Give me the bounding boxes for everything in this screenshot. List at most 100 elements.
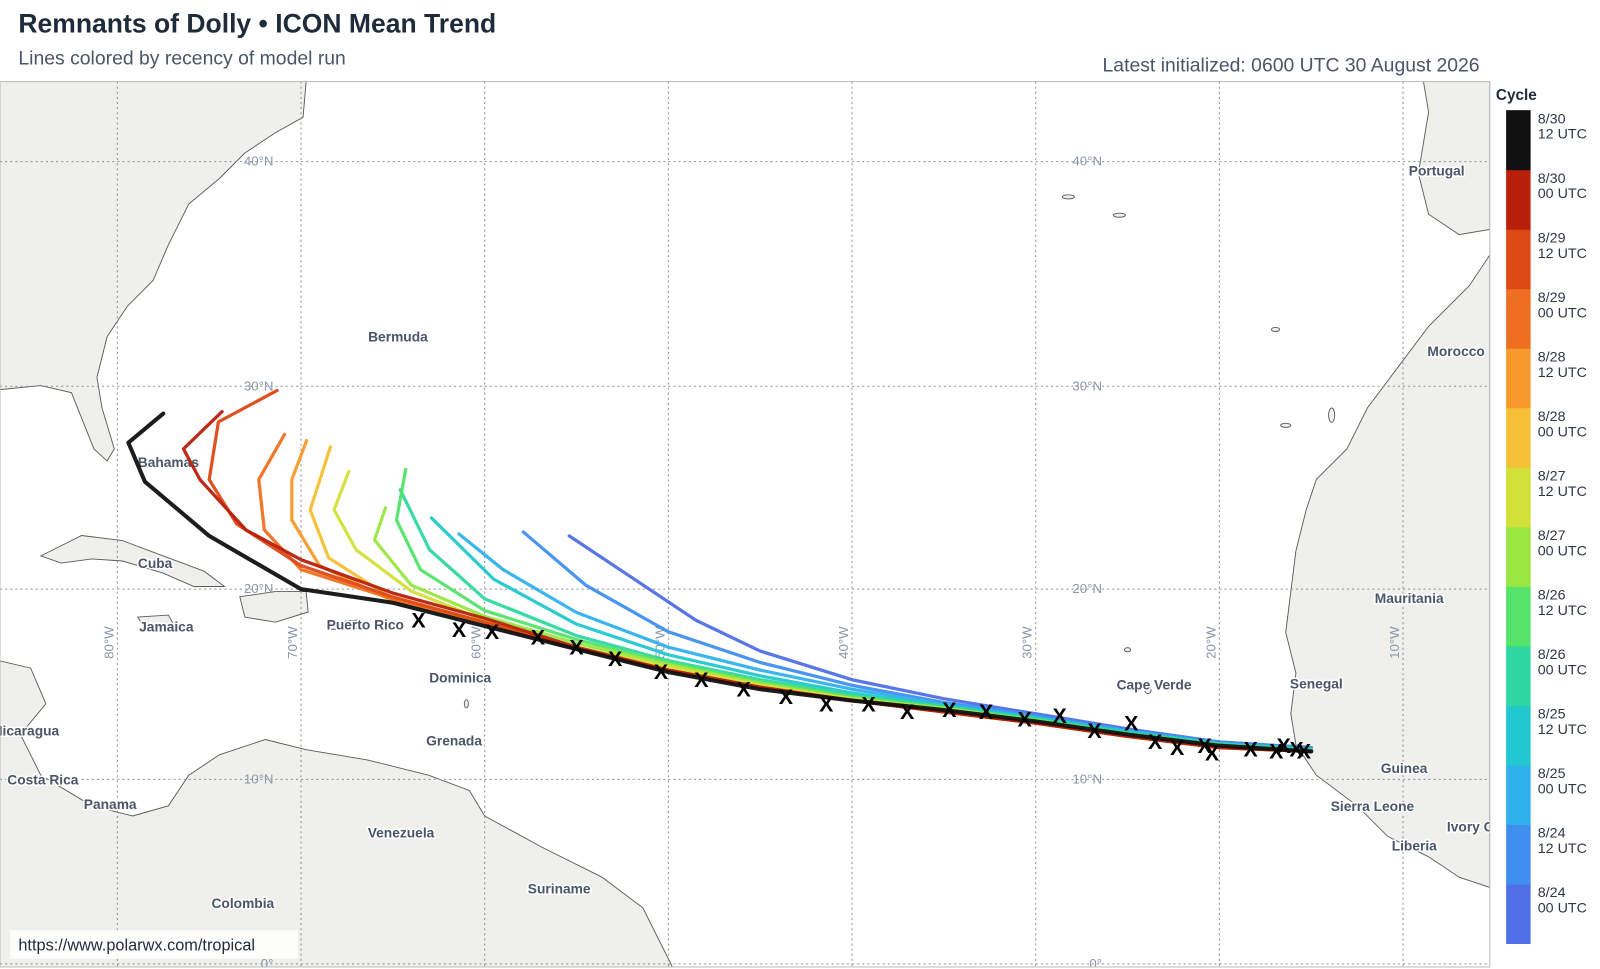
source-url: https://www.polarwx.com/tropical xyxy=(18,937,255,955)
colorbar-date: 8/25 xyxy=(1538,707,1566,723)
track-marker: X xyxy=(1052,704,1067,728)
colorbar-date: 8/30 xyxy=(1538,171,1566,187)
colorbar-swatch xyxy=(1506,764,1531,825)
colorbar-date: 8/28 xyxy=(1538,350,1566,366)
colorbar-swatch xyxy=(1506,288,1531,349)
lon-label: 70°W xyxy=(285,626,300,659)
south-america xyxy=(0,660,673,967)
place-label: Nicaragua xyxy=(0,723,60,738)
colorbar-date: 8/26 xyxy=(1538,588,1566,604)
track xyxy=(126,411,1314,754)
colorbar-date: 8/27 xyxy=(1538,528,1566,544)
place-label: Liberia xyxy=(1392,839,1437,854)
lat-label: 0° xyxy=(1089,956,1102,969)
island xyxy=(1124,647,1132,653)
colorbar-time: 00 UTC xyxy=(1538,781,1587,797)
hispaniola xyxy=(239,591,309,623)
track-marker: X xyxy=(1277,734,1292,758)
colorbar-swatch xyxy=(1506,526,1531,587)
colorbar-time: 12 UTC xyxy=(1538,127,1587,143)
track-marker: X xyxy=(608,647,623,671)
place-label: Cape Verde xyxy=(1117,678,1192,693)
colorbar-swatch xyxy=(1506,467,1531,528)
track-marker: X xyxy=(452,618,467,642)
track-marker: X xyxy=(979,700,994,724)
island xyxy=(1280,422,1292,428)
colorbar-swatch xyxy=(1506,110,1531,171)
track-marker: X xyxy=(411,608,426,632)
colorbar-date: 8/24 xyxy=(1538,885,1566,901)
colorbar-swatch xyxy=(1506,824,1531,885)
north-america xyxy=(0,81,307,462)
colorbar-time: 00 UTC xyxy=(1538,305,1587,321)
island xyxy=(1144,687,1152,695)
colorbar-time: 12 UTC xyxy=(1538,722,1587,738)
colorbar-date: 8/28 xyxy=(1538,409,1566,425)
track-marker: X xyxy=(1205,741,1220,765)
lat-label: 10°N xyxy=(1072,772,1102,787)
colorbar-swatch xyxy=(1506,883,1531,945)
islands xyxy=(463,194,1336,709)
place-label: Panama xyxy=(84,797,137,812)
island xyxy=(1328,407,1336,423)
lat-label: 40°N xyxy=(1072,154,1102,169)
place-label: Costa Rica xyxy=(7,772,79,787)
track-marker: X xyxy=(819,692,834,716)
colorbar-time: 12 UTC xyxy=(1538,484,1587,500)
colorbar-swatch xyxy=(1506,169,1531,230)
place-label: Portugal xyxy=(1409,163,1465,178)
tracks xyxy=(126,388,1314,754)
colorbar-time: 00 UTC xyxy=(1538,424,1587,440)
lon-label: 30°W xyxy=(1020,626,1035,659)
track-marker: X xyxy=(1018,708,1033,732)
track-marker: X xyxy=(654,660,669,684)
colorbar-time: 00 UTC xyxy=(1538,901,1587,917)
place-label: Grenada xyxy=(426,734,482,749)
lat-label: 30°N xyxy=(244,378,274,393)
island xyxy=(463,699,469,709)
lon-label: 10°W xyxy=(1387,626,1402,659)
track-marker: X xyxy=(1087,719,1102,743)
place-label: Jamaica xyxy=(139,619,194,634)
colorbar-date: 8/27 xyxy=(1538,469,1566,485)
colorbar-time: 00 UTC xyxy=(1538,543,1587,559)
colorbar-date: 8/24 xyxy=(1538,826,1566,842)
title: Remnants of Dolly • ICON Mean Trend xyxy=(18,9,496,39)
track-marker: X xyxy=(779,685,794,709)
colorbar-time: 00 UTC xyxy=(1538,186,1587,202)
track-marker: X xyxy=(900,700,915,724)
colorbar-date: 8/29 xyxy=(1538,230,1566,246)
place-label: Dominica xyxy=(429,670,491,685)
cuba xyxy=(39,535,226,587)
iberia xyxy=(1417,81,1490,236)
colorbar-swatch xyxy=(1506,407,1531,468)
lat-label: 0° xyxy=(261,956,274,969)
place-label: Colombia xyxy=(211,896,274,911)
place-label: Morocco xyxy=(1427,344,1484,359)
jamaica xyxy=(136,614,175,626)
graticule: 80°W 70°W 60°W 50°W 40°W 30°W 20°W 10°W0° 0°10°N… xyxy=(0,81,1490,969)
track-marker: X xyxy=(1269,740,1284,764)
place-label: Bermuda xyxy=(368,330,428,345)
track-marker: X xyxy=(485,620,500,644)
lat-label: 40°N xyxy=(244,154,274,169)
track-marker: X xyxy=(942,698,957,722)
colorbar-time: 12 UTC xyxy=(1538,365,1587,381)
colorbar-date: 8/29 xyxy=(1538,290,1566,306)
place-label: Puerto Rico xyxy=(327,617,404,632)
colorbar-time: 12 UTC xyxy=(1538,246,1587,262)
lat-label: 20°N xyxy=(1072,581,1102,596)
track-marker: X xyxy=(1148,730,1163,754)
track-marker: X xyxy=(1170,736,1185,760)
colorbar-swatch xyxy=(1506,348,1531,409)
place-label: Mauritania xyxy=(1375,591,1444,606)
lon-label: 20°W xyxy=(1203,626,1218,659)
island xyxy=(1061,194,1075,200)
colorbar-date: 8/26 xyxy=(1538,647,1566,663)
colorbar-title: Cycle xyxy=(1496,87,1537,104)
place-label: Sierra Leone xyxy=(1331,799,1415,814)
place-label: Senegal xyxy=(1290,677,1343,692)
